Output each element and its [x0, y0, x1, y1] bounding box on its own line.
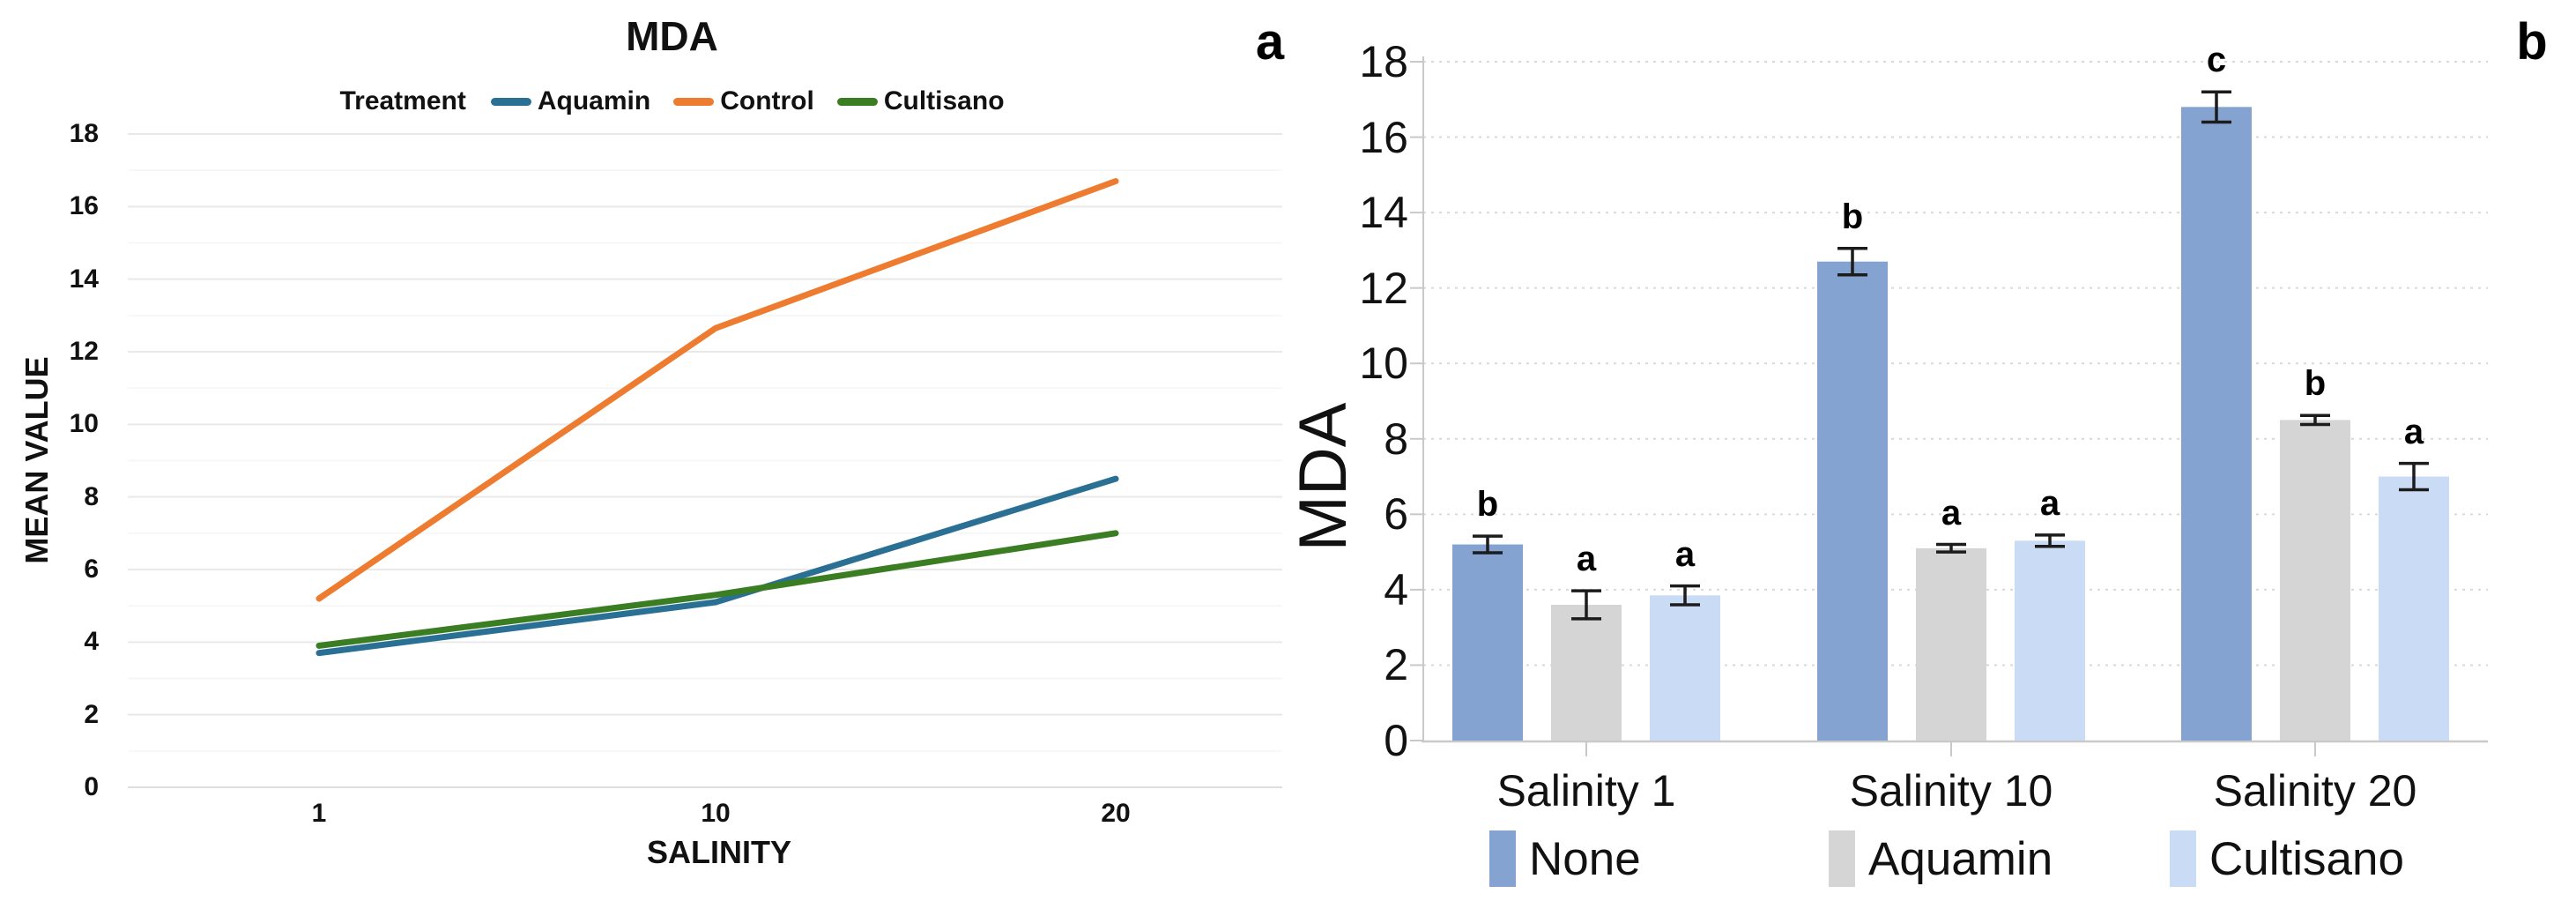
y-tick-label: 12	[1359, 263, 1408, 313]
y-tick-label: 2	[84, 699, 99, 729]
y-tick-label: 16	[1359, 112, 1408, 162]
bar-cultisano-1	[1650, 595, 1720, 741]
y-tick-label: 16	[69, 191, 99, 221]
y-tick-label: 12	[69, 337, 99, 366]
legend-item-none: None	[1489, 830, 1641, 887]
bar-cultisano-3	[2379, 476, 2449, 741]
panel-b-label: b	[2516, 13, 2548, 71]
y-tick-label: 4	[1384, 564, 1408, 614]
bar-cultisano-2	[2015, 540, 2085, 741]
line-series-aquamin	[316, 475, 1119, 657]
significance-letter: a	[2039, 483, 2060, 523]
significance-letter: a	[1674, 534, 1696, 574]
legend-item-label: Cultisano	[883, 86, 1005, 115]
legend-item-label: None	[1529, 832, 1641, 885]
line-series-control	[316, 178, 1119, 602]
panel-a-x-axis-label: SALINITY	[646, 834, 791, 870]
y-tick-label: 0	[84, 772, 99, 801]
legend-item-cultisano: Cultisano	[836, 86, 1005, 116]
bar-none-2	[1817, 261, 1888, 741]
y-tick-label: 8	[1384, 413, 1408, 464]
y-tick-label: 10	[1359, 339, 1408, 389]
panel-a-legend: Treatment Aquamin Control Cultisano	[128, 86, 1216, 116]
panel-a-label: a	[1255, 13, 1285, 71]
y-tick-label: 6	[1384, 489, 1408, 540]
panel-a-legend-title: Treatment	[339, 86, 466, 115]
legend-item-label: Aquamin	[1868, 832, 2053, 885]
legend-item-label: Control	[720, 86, 814, 115]
legend-line-swatch	[673, 97, 715, 106]
panel-a-title: MDA	[626, 13, 718, 59]
legend-color-swatch	[1489, 830, 1516, 887]
x-tick-label: 1	[311, 799, 327, 828]
legend-item-cultisano: Cultisano	[2170, 830, 2404, 887]
significance-letter: a	[1941, 493, 1962, 532]
legend-line-swatch	[490, 97, 531, 106]
x-tick-label: Salinity 1	[1496, 766, 1676, 815]
legend-item-label: Cultisano	[2209, 832, 2404, 885]
legend-item-aquamin: Aquamin	[490, 86, 651, 116]
y-tick-label: 4	[84, 627, 99, 657]
bar-aquamin-2	[1916, 547, 1986, 741]
y-tick-label: 0	[1384, 716, 1408, 765]
x-tick-label: 20	[1101, 799, 1131, 828]
y-tick-label: 6	[84, 555, 99, 584]
y-tick-label: 18	[69, 119, 99, 148]
legend-line-swatch	[836, 97, 878, 106]
y-tick-label: 8	[84, 481, 99, 511]
legend-item-aquamin: Aquamin	[1829, 830, 2053, 887]
y-tick-label: 14	[1359, 188, 1408, 238]
significance-letter: a	[1576, 540, 1597, 579]
panel-a-legend-items: Aquamin Control Cultisano	[490, 86, 1005, 116]
y-tick-label: 14	[69, 264, 99, 294]
significance-letter: a	[2403, 412, 2424, 451]
bar-none-1	[1452, 544, 1523, 741]
x-tick-label: Salinity 10	[1849, 766, 2053, 815]
legend-color-swatch	[1829, 830, 1855, 887]
y-tick-label: 18	[1359, 37, 1408, 86]
legend-item-label: Aquamin	[537, 86, 651, 115]
bar-aquamin-3	[2280, 420, 2350, 741]
significance-letter: b	[2304, 364, 2327, 404]
bar-aquamin-1	[1551, 605, 1622, 741]
legend-color-swatch	[2170, 830, 2196, 887]
legend-item-control: Control	[673, 86, 814, 116]
significance-letter: b	[1841, 197, 1864, 236]
line-series-cultisano	[316, 530, 1119, 649]
bar-none-3	[2181, 107, 2252, 741]
significance-letter: b	[1476, 485, 1499, 525]
significance-letter: c	[2206, 41, 2227, 80]
y-tick-label: 10	[69, 409, 99, 439]
x-tick-label: 10	[701, 799, 731, 828]
x-tick-label: Salinity 20	[2213, 766, 2417, 815]
y-tick-label: 2	[1384, 640, 1408, 690]
